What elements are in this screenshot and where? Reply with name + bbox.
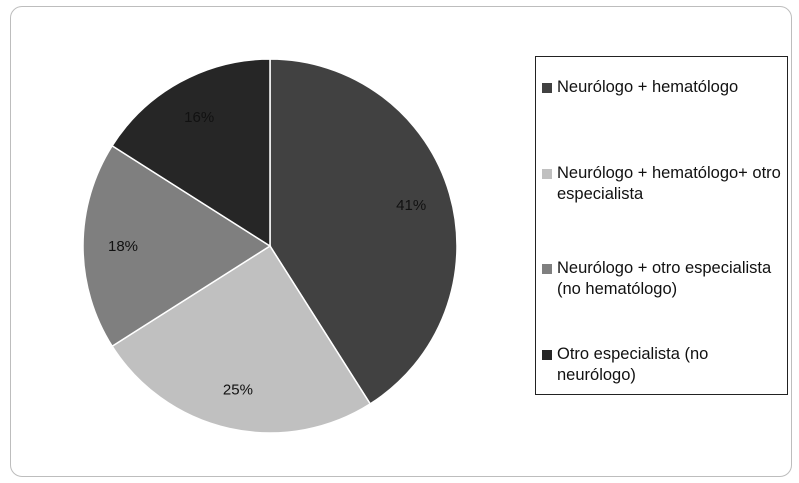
legend-swatch — [542, 169, 552, 179]
legend-item-neurologo-hematologo-otro: Neurólogo + hematólogo+ otro especialist… — [542, 163, 782, 205]
pie-slice-2 — [82, 144, 272, 348]
legend-item-neurologo-hematologo: Neurólogo + hematólogo — [542, 77, 782, 98]
slice-label-3: 16% — [184, 109, 214, 126]
legend-item-neurologo-otro: Neurólogo + otro especialista (no hemató… — [542, 258, 782, 300]
slice-label-1: 25% — [223, 381, 253, 398]
slice-label-0: 41% — [396, 197, 426, 214]
legend-swatch — [542, 83, 552, 93]
pie-slice-1 — [111, 244, 372, 434]
legend-swatch — [542, 350, 552, 360]
slice-label-2: 18% — [108, 238, 138, 255]
legend-label: Otro especialista (no neurólogo) — [557, 345, 709, 384]
legend-item-otro-especialista: Otro especialista (no neurólogo) — [542, 344, 782, 386]
legend-label: Neurólogo + hematólogo+ otro especialist… — [557, 164, 781, 203]
legend-swatch — [542, 264, 552, 274]
pie-slice-3 — [111, 58, 271, 248]
legend-label: Neurólogo + hematólogo — [557, 78, 739, 96]
legend-label: Neurólogo + otro especialista (no hemató… — [557, 259, 772, 298]
pie-slice-0 — [269, 58, 458, 405]
chart-legend: Neurólogo + hematólogo Neurólogo + hemat… — [535, 56, 788, 395]
